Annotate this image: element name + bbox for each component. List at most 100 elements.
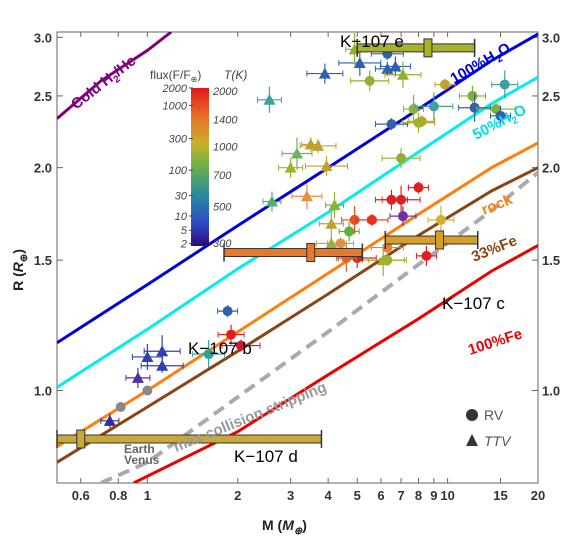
rv-point [396,153,407,164]
solar-system-planet-earth [142,385,153,396]
y-axis-label: R (R⊕) [10,249,30,291]
rv-point [386,119,397,130]
rv-point [344,226,355,237]
planet-label: K−107 b [188,339,252,358]
colorbar: flux(F/F⊕) T(K) 2000 1000 300 100 30 10 5 2 2000… [150,68,247,251]
ttv-point [304,138,317,150]
ttv-point [325,237,338,249]
colorbar-right-tick: 700 [213,170,232,182]
plot-frame [56,31,539,484]
rv-point [435,214,446,225]
rv-point [222,306,233,317]
colorbar-left-title: flux(F/F⊕) [150,68,201,84]
x-tick-label: 2 [234,488,241,503]
x-tick-label: 5 [354,488,361,503]
rv-point [428,101,439,112]
rv-point [364,75,375,86]
colorbar-left-tick: 1000 [163,100,188,112]
y-tick-label: 3.0 [34,30,52,45]
curve-cold-h2-he [57,32,173,120]
x-tick-label: 9 [430,488,437,503]
x-tick-label: 20 [531,488,545,503]
colorbar-left-tick: 2 [180,239,187,251]
rv-point [203,349,214,360]
ttv-point [325,217,338,229]
y-tick-label-right: 3.0 [542,30,560,45]
rv-point [499,79,510,90]
ttv-point [318,67,331,79]
ttv-point [389,60,402,72]
legend-ttv-label: TTV [484,433,512,449]
legend: RV TTV [466,407,512,449]
y-tick-label-right: 2.0 [542,161,560,176]
colorbar-left-tick: 30 [175,190,188,202]
colorbar-right-tick: 2000 [212,86,238,98]
ttv-point [396,68,409,80]
x-axis-label: M (M⊕) [262,517,307,537]
colorbar-left-tick: 10 [175,211,188,223]
legend-rv-label: RV [484,407,504,423]
rv-point [413,182,424,193]
colorbar-left-tick: 100 [169,165,188,177]
y-tick-label-right: 1.5 [542,253,560,268]
planet-label: K−107 c [442,294,505,313]
rv-point [408,104,419,115]
ttv-point [156,345,169,357]
colorbar-right-tick: 300 [213,238,232,250]
colorbar-right-title: T(K) [224,68,247,82]
x-tick-label: 0.6 [72,488,90,503]
colorbar-right-tick: 1000 [213,141,238,153]
rv-point [439,79,450,90]
highlight-marker [306,243,316,263]
colorbar-right-tick: 500 [213,202,232,214]
ttv-point [320,160,333,172]
highlighted-planets [56,38,479,449]
ttv-point [103,414,116,426]
rv-point [349,214,360,225]
colorbar-left-tick: 5 [181,225,188,237]
x-tick-label: 3 [287,488,294,503]
x-tick-label: 4 [325,488,333,503]
x-tick-label: 7 [397,488,404,503]
rv-point [367,214,378,225]
axis-ticks: 0.6 0.8 1 2 3 4 5 6 7 8 9 10 15 201.0 1.01.5 1.52.0 2.02… [34,30,560,503]
ttv-point [328,199,341,211]
colorbar-gradient [191,88,209,246]
curve-50-h2o [57,75,538,389]
ttv-point [141,350,154,362]
ttv-point [300,190,313,202]
rv-point [226,329,237,340]
y-tick-label-right: 1.0 [542,384,560,399]
colorbar-left-tick: 2000 [162,83,188,95]
curve-label: 100%Fe [466,325,524,358]
y-tick-label-right: 2.5 [542,89,560,104]
highlight-marker [435,230,445,250]
ttv-point [156,359,169,371]
solar-system-planet-venus [115,402,126,413]
rv-point [396,194,407,205]
planet-label: K−107 e [340,32,404,51]
rv-point [397,211,408,222]
solar-system-label-earth: Earth [124,442,155,456]
y-tick-label: 2.5 [34,89,52,104]
ttv-point [290,147,303,159]
rv-point [495,110,506,121]
ttv-point [131,371,144,383]
colorbar-right-tick: 1400 [213,115,238,127]
rv-point [467,90,478,101]
y-tick-label: 2.0 [34,161,52,176]
legend-rv-marker [466,409,478,421]
rv-point [421,250,432,261]
curve-33-fe [57,166,538,464]
ttv-point [263,93,276,105]
y-tick-label: 1.0 [34,384,52,399]
x-tick-label: 10 [440,488,454,503]
rv-point [469,102,480,113]
legend-ttv-marker [466,434,478,446]
curve-max-collision-stripping [100,170,538,483]
x-tick-label: 6 [377,488,384,503]
highlight-marker [76,429,86,449]
x-tick-label: 15 [493,488,507,503]
ttv-point [284,161,297,173]
